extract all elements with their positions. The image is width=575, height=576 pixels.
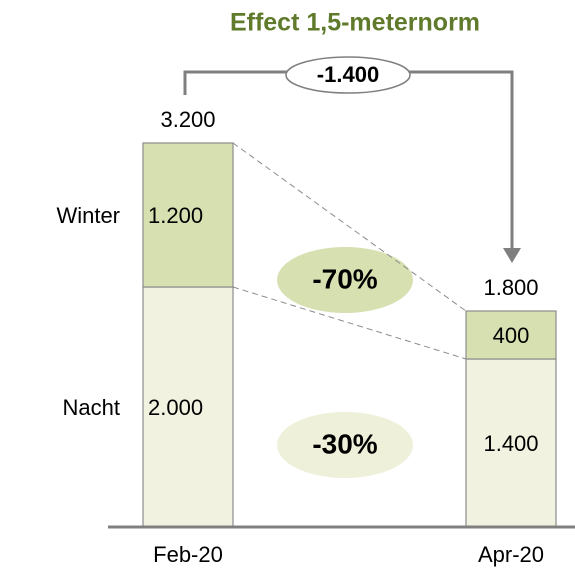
annotation-oval	[277, 412, 413, 478]
chart-title: Effect 1,5-meternorm	[230, 9, 480, 37]
annotation-oval	[285, 56, 411, 94]
x-tick-label: Apr-20	[478, 542, 544, 567]
total-label: 1.800	[483, 275, 538, 300]
bar-segment	[142, 142, 234, 288]
total-label: 3.200	[160, 107, 215, 132]
x-tick-label: Feb-20	[153, 542, 223, 567]
series-label: Nacht	[63, 395, 120, 420]
bar-segment	[465, 358, 557, 528]
value-label: 2.000	[148, 395, 203, 420]
value-label: 1.400	[483, 431, 538, 456]
annotation: -1.400	[317, 62, 379, 87]
bracket	[183, 70, 514, 250]
value-label: 400	[493, 323, 530, 348]
connector	[232, 142, 467, 312]
annotation-oval	[277, 247, 413, 313]
annotation: -30%	[312, 428, 377, 459]
arrow-head	[503, 248, 521, 263]
connector	[232, 286, 467, 360]
value-label: 1.200	[148, 203, 203, 228]
bar-segment	[465, 310, 557, 360]
annotation: -70%	[312, 263, 377, 294]
series-label: Winter	[56, 203, 120, 228]
